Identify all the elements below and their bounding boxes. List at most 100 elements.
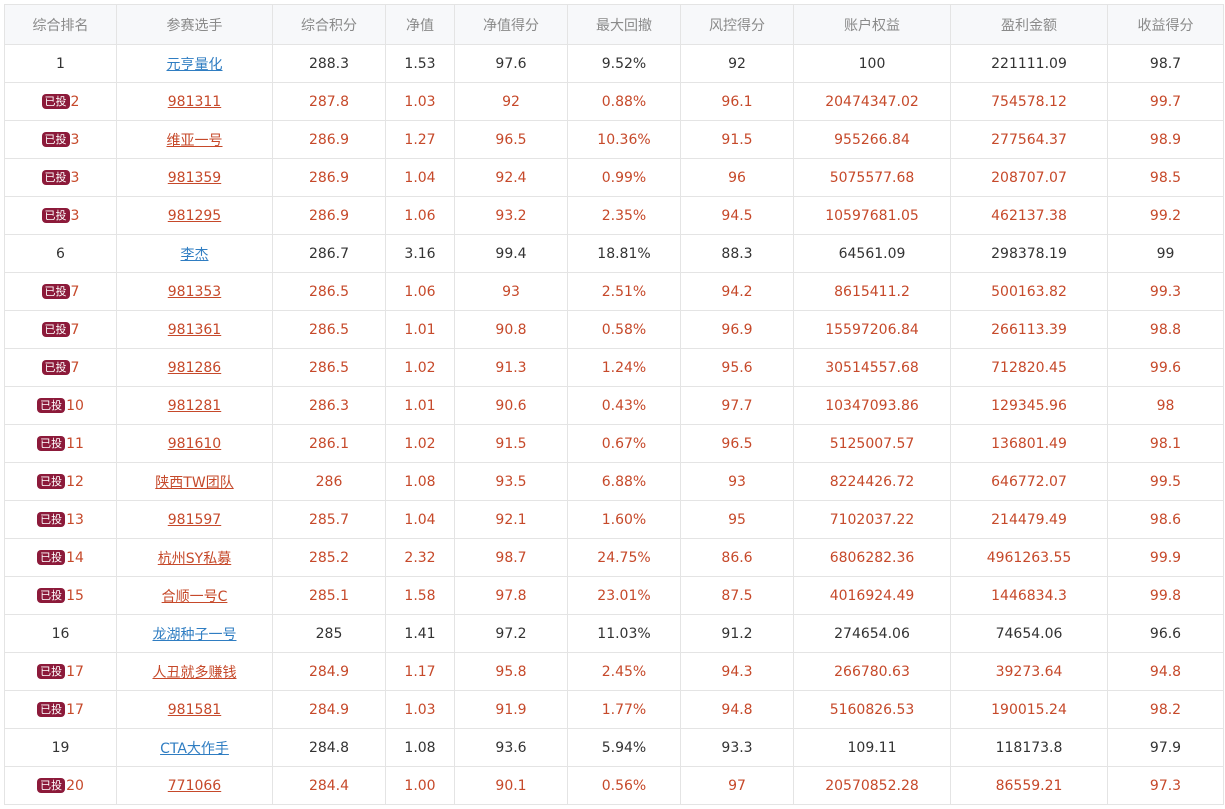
player-link[interactable]: CTA大作手 xyxy=(160,740,229,757)
player-link[interactable]: 981359 xyxy=(167,169,222,186)
equity-cell: 10347093.86 xyxy=(793,386,951,425)
player-link[interactable]: 人丑就多赚钱 xyxy=(152,664,237,681)
profit-cell: 74654.06 xyxy=(950,614,1108,653)
equity-cell: 30514557.68 xyxy=(793,348,951,387)
profit-cell: 190015.24 xyxy=(950,690,1108,729)
return-score-cell: 98.7 xyxy=(1107,44,1224,83)
nav-score-cell: 96.5 xyxy=(454,120,568,159)
nav-score-cell: 91.5 xyxy=(454,424,568,463)
max-drawdown-cell: 18.81% xyxy=(567,234,681,273)
rank-cell: 已投 17 xyxy=(4,690,117,729)
max-drawdown-cell: 2.45% xyxy=(567,652,681,691)
table-row: 已投 7 981361 286.5 1.01 90.8 0.58% 96.9 15597206.… xyxy=(4,310,1224,349)
player-link[interactable]: 维亚一号 xyxy=(166,132,223,149)
equity-cell: 64561.09 xyxy=(793,234,951,273)
player-link[interactable]: 981581 xyxy=(167,701,222,718)
table-row: 已投 13 981597 285.7 1.04 92.1 1.60% 95 7102037.22… xyxy=(4,500,1224,539)
ranking-table: 综合排名 参赛选手 综合积分 净值 净值得分 最大回撤 风控得分 账户权益 盈利… xyxy=(4,4,1224,805)
score-cell: 286.1 xyxy=(272,424,386,463)
player-link[interactable]: 杭州SY私募 xyxy=(157,550,232,567)
header-return-score[interactable]: 收益得分 xyxy=(1107,4,1224,45)
score-cell: 285.1 xyxy=(272,576,386,615)
equity-cell: 8615411.2 xyxy=(793,272,951,311)
rank-cell: 已投 17 xyxy=(4,652,117,691)
profit-cell: 1446834.3 xyxy=(950,576,1108,615)
player-link[interactable]: 771066 xyxy=(167,777,222,794)
return-score-cell: 99.6 xyxy=(1107,348,1224,387)
header-risk-score[interactable]: 风控得分 xyxy=(680,4,794,45)
player-link[interactable]: 981281 xyxy=(167,397,222,414)
header-rank[interactable]: 综合排名 xyxy=(4,4,117,45)
player-link[interactable]: 981286 xyxy=(167,359,222,376)
risk-score-cell: 87.5 xyxy=(680,576,794,615)
table-body: 1 元亨量化 288.3 1.53 97.6 9.52% 92 100 221111.09 98.… xyxy=(4,44,1224,805)
rank-cell: 已投 20 xyxy=(4,766,117,805)
return-score-cell: 98.9 xyxy=(1107,120,1224,159)
header-score[interactable]: 综合积分 xyxy=(272,4,386,45)
table-row: 已投 7 981353 286.5 1.06 93 2.51% 94.2 8615411.2 50… xyxy=(4,272,1224,311)
header-nav-score[interactable]: 净值得分 xyxy=(454,4,568,45)
max-drawdown-cell: 0.99% xyxy=(567,158,681,197)
player-link[interactable]: 981295 xyxy=(167,207,222,224)
risk-score-cell: 88.3 xyxy=(680,234,794,273)
risk-score-cell: 94.2 xyxy=(680,272,794,311)
rank-number: 7 xyxy=(70,283,80,300)
player-link[interactable]: 981610 xyxy=(167,435,222,452)
return-score-cell: 99.3 xyxy=(1107,272,1224,311)
player-link[interactable]: 981353 xyxy=(167,283,222,300)
table-row: 19 CTA大作手 284.8 1.08 93.6 5.94% 93.3 109.11 1181… xyxy=(4,728,1224,767)
score-cell: 286.5 xyxy=(272,272,386,311)
equity-cell: 15597206.84 xyxy=(793,310,951,349)
max-drawdown-cell: 2.35% xyxy=(567,196,681,235)
nav-cell: 3.16 xyxy=(385,234,455,273)
profit-cell: 214479.49 xyxy=(950,500,1108,539)
nav-cell: 1.04 xyxy=(385,500,455,539)
max-drawdown-cell: 0.67% xyxy=(567,424,681,463)
rank-cell: 已投 7 xyxy=(4,348,117,387)
rank-cell: 已投 12 xyxy=(4,462,117,501)
risk-score-cell: 94.8 xyxy=(680,690,794,729)
profit-cell: 39273.64 xyxy=(950,652,1108,691)
header-player[interactable]: 参赛选手 xyxy=(116,4,273,45)
nav-score-cell: 92 xyxy=(454,82,568,121)
equity-cell: 7102037.22 xyxy=(793,500,951,539)
nav-score-cell: 98.7 xyxy=(454,538,568,577)
equity-cell: 20474347.02 xyxy=(793,82,951,121)
rank-cell: 已投 14 xyxy=(4,538,117,577)
player-cell: 981311 xyxy=(116,82,273,121)
header-profit[interactable]: 盈利金额 xyxy=(950,4,1108,45)
max-drawdown-cell: 1.60% xyxy=(567,500,681,539)
player-link[interactable]: 元亨量化 xyxy=(166,56,223,73)
rank-number: 10 xyxy=(66,397,84,414)
risk-score-cell: 96.5 xyxy=(680,424,794,463)
nav-score-cell: 90.1 xyxy=(454,766,568,805)
header-equity[interactable]: 账户权益 xyxy=(793,4,951,45)
player-link[interactable]: 981361 xyxy=(167,321,222,338)
nav-cell: 2.32 xyxy=(385,538,455,577)
player-link[interactable]: 李杰 xyxy=(180,246,209,263)
risk-score-cell: 93.3 xyxy=(680,728,794,767)
invested-badge: 已投 xyxy=(37,397,66,413)
score-cell: 285.7 xyxy=(272,500,386,539)
table-row: 已投 20 771066 284.4 1.00 90.1 0.56% 97 20570852.2… xyxy=(4,766,1224,805)
player-link[interactable]: 981597 xyxy=(167,511,222,528)
header-nav[interactable]: 净值 xyxy=(385,4,455,45)
rank-number: 7 xyxy=(70,359,80,376)
score-cell: 285.2 xyxy=(272,538,386,577)
player-link[interactable]: 龙湖种子一号 xyxy=(152,626,237,643)
nav-cell: 1.02 xyxy=(385,424,455,463)
max-drawdown-cell: 0.58% xyxy=(567,310,681,349)
risk-score-cell: 94.3 xyxy=(680,652,794,691)
header-max-drawdown[interactable]: 最大回撤 xyxy=(567,4,681,45)
invested-badge: 已投 xyxy=(41,131,70,147)
player-cell: CTA大作手 xyxy=(116,728,273,767)
player-cell: 981359 xyxy=(116,158,273,197)
player-link[interactable]: 合顺一号C xyxy=(161,588,228,605)
rank-number: 3 xyxy=(70,207,80,224)
player-link[interactable]: 981311 xyxy=(167,93,222,110)
player-link[interactable]: 陕西TW团队 xyxy=(155,474,234,491)
equity-cell: 5125007.57 xyxy=(793,424,951,463)
return-score-cell: 99.7 xyxy=(1107,82,1224,121)
player-cell: 981286 xyxy=(116,348,273,387)
invested-badge: 已投 xyxy=(37,473,66,489)
